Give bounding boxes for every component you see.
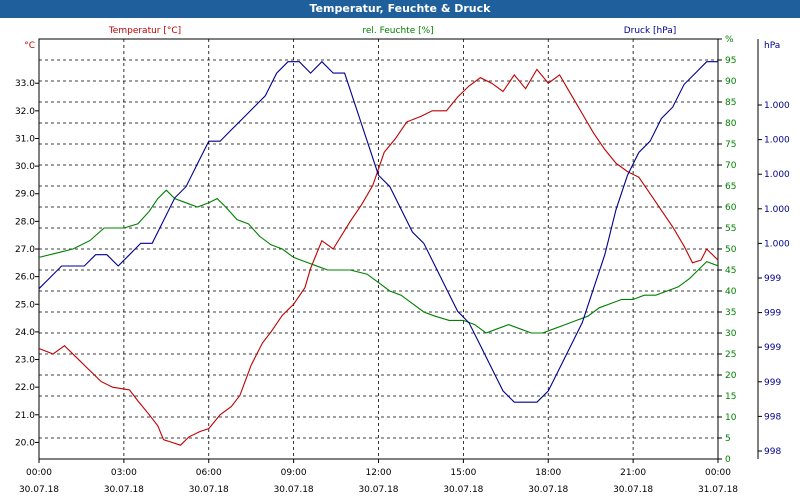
x-tick-date-label: 30.07.18 — [358, 485, 398, 495]
humidity-axis-title: rel. Feuchte [%] — [362, 26, 433, 36]
x-tick-date-label: 30.07.18 — [274, 485, 314, 495]
x-tick-date-label: 30.07.18 — [104, 485, 144, 495]
temperature-tick-label: 31.0 — [15, 134, 35, 144]
pressure-tick-label: 999 — [764, 274, 781, 284]
humidity-tick-label: 70 — [725, 161, 737, 171]
grid — [39, 39, 718, 459]
humidity-tick-label: 20 — [725, 371, 737, 381]
humidity-unit: % — [725, 35, 734, 45]
series-line-temperature — [38, 68, 719, 446]
humidity-tick-label: 5 — [725, 434, 731, 444]
x-tick-time-label: 15:00 — [450, 468, 476, 478]
x-tick-time-label: 12:00 — [366, 468, 392, 478]
temperature-tick-label: 22.0 — [15, 383, 35, 393]
humidity-tick-label: 30 — [725, 329, 737, 339]
temperature-tick-label: 30.0 — [15, 162, 35, 172]
x-tick-date-label: 30.07.18 — [613, 485, 653, 495]
x-tick-time-label: 06:00 — [196, 468, 222, 478]
x-tick-date-label: 31.07.18 — [698, 485, 738, 495]
temperature-unit: °C — [24, 41, 35, 51]
chart-title: Temperatur, Feuchte & Druck — [309, 2, 491, 15]
pressure-tick-label: 1.000 — [764, 101, 790, 111]
humidity-tick-label: 80 — [725, 119, 737, 129]
pressure-tick-label: 1.000 — [764, 170, 790, 180]
x-tick-date-label: 30.07.18 — [443, 485, 483, 495]
pressure-tick-label: 998 — [764, 412, 781, 422]
humidity-tick-label: 85 — [725, 98, 736, 108]
humidity-tick-label: 90 — [725, 77, 737, 87]
temperature-tick-label: 29.0 — [15, 190, 35, 200]
temperature-tick-label: 24.0 — [15, 328, 35, 338]
pressure-tick-label: 998 — [764, 447, 781, 457]
x-tick-time-label: 09:00 — [281, 468, 307, 478]
humidity-tick-label: 60 — [725, 203, 737, 213]
temperature-tick-label: 21.0 — [15, 411, 35, 421]
x-tick-time-label: 21:00 — [620, 468, 646, 478]
humidity-tick-label: 55 — [725, 224, 736, 234]
humidity-tick-label: 40 — [725, 287, 737, 297]
x-tick-date-label: 30.07.18 — [189, 485, 229, 495]
chart-title-bar: Temperatur, Feuchte & Druck — [0, 0, 800, 18]
humidity-tick-label: 15 — [725, 392, 736, 402]
pressure-tick-label: 999 — [764, 378, 781, 388]
humidity-tick-label: 45 — [725, 266, 736, 276]
humidity-tick-label: 65 — [725, 182, 736, 192]
temperature-tick-label: 28.0 — [15, 217, 35, 227]
humidity-tick-label: 95 — [725, 56, 736, 66]
humidity-tick-label: 10 — [725, 413, 737, 423]
series-line-humidity — [38, 189, 719, 334]
pressure-tick-label: 999 — [764, 309, 781, 319]
humidity-tick-label: 0 — [725, 455, 731, 465]
humidity-tick-label: 75 — [725, 140, 736, 150]
x-tick-date-label: 30.07.18 — [528, 485, 568, 495]
temperature-tick-label: 26.0 — [15, 273, 35, 283]
pressure-tick-label: 1.000 — [764, 239, 790, 249]
x-tick-date-label: 30.07.18 — [19, 485, 59, 495]
temperature-tick-label: 27.0 — [15, 245, 35, 255]
pressure-unit: hPa — [764, 41, 780, 51]
x-tick-time-label: 03:00 — [111, 468, 137, 478]
axes-layer: 20.0 21.0 22.0 23.0 24.0 25.0 26.0 27.0 28.0 29.0… — [15, 26, 790, 495]
temperature-axis-title: Temperatur [°C] — [108, 26, 181, 36]
series-layer — [38, 60, 719, 446]
temperature-tick-label: 20.0 — [15, 438, 35, 448]
series-line-pressure — [38, 60, 718, 403]
humidity-tick-label: 50 — [725, 245, 737, 255]
temperature-tick-label: 23.0 — [15, 356, 35, 366]
temperature-tick-label: 25.0 — [15, 300, 35, 310]
pressure-tick-label: 1.000 — [764, 136, 790, 146]
humidity-tick-label: 25 — [725, 350, 736, 360]
pressure-tick-label: 1.000 — [764, 205, 790, 215]
humidity-tick-label: 35 — [725, 308, 736, 318]
pressure-tick-label: 999 — [764, 343, 781, 353]
temperature-tick-label: 32.0 — [15, 107, 35, 117]
x-tick-time-label: 00:00 — [705, 468, 731, 478]
x-tick-time-label: 18:00 — [535, 468, 561, 478]
temperature-tick-label: 33.0 — [15, 79, 35, 89]
pressure-axis-title: Druck [hPa] — [624, 26, 677, 36]
x-tick-time-label: 00:00 — [26, 468, 52, 478]
